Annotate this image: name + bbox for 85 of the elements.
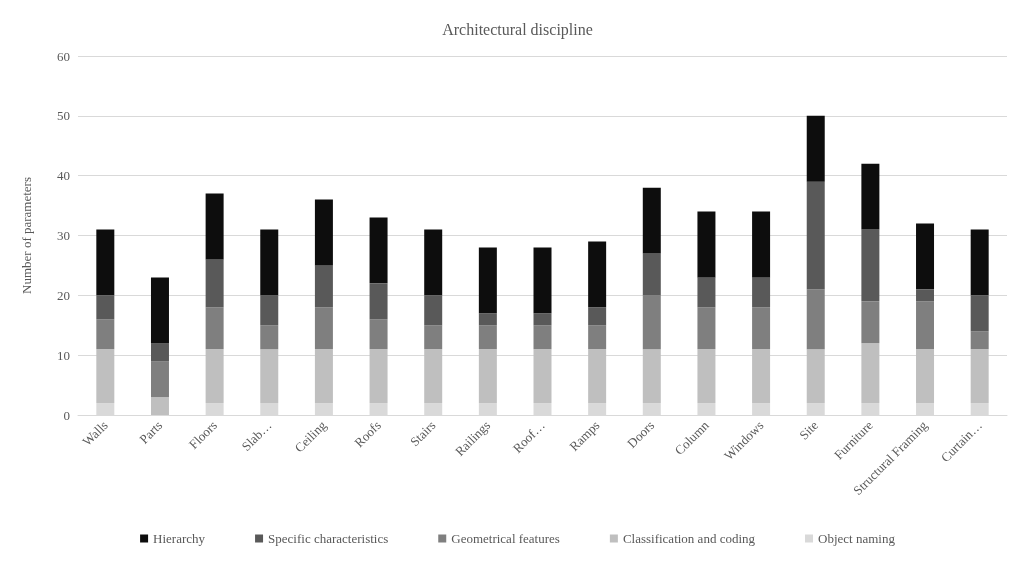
bar — [478, 247, 497, 314]
bar — [970, 331, 989, 350]
bar — [533, 325, 552, 350]
bar — [806, 181, 825, 290]
bar — [424, 229, 443, 296]
bar — [260, 229, 279, 296]
bar — [588, 241, 607, 308]
bar — [970, 229, 989, 296]
bar — [260, 325, 279, 350]
legend-label: Classification and coding — [622, 531, 756, 546]
bar — [642, 187, 661, 254]
y-tick-label: 0 — [63, 407, 70, 423]
bar — [916, 223, 935, 290]
bar — [478, 313, 497, 326]
bar — [697, 211, 716, 278]
bar — [96, 319, 115, 350]
bar — [642, 295, 661, 350]
bar — [424, 349, 443, 404]
y-axis-title: Number of parameters — [19, 177, 34, 294]
legend-label: Geometrical features — [451, 531, 560, 546]
bar — [861, 343, 880, 404]
bar — [970, 295, 989, 332]
bar — [752, 307, 771, 350]
bar — [424, 295, 443, 326]
bar — [150, 277, 169, 344]
bar — [697, 277, 716, 308]
bar — [752, 349, 771, 404]
bar — [205, 307, 224, 350]
bar — [260, 349, 279, 404]
bar — [642, 253, 661, 296]
bar — [96, 349, 115, 404]
bar — [205, 349, 224, 404]
bar — [533, 349, 552, 404]
bar — [806, 349, 825, 404]
bar — [697, 349, 716, 404]
bar — [96, 295, 115, 320]
bar — [752, 211, 771, 278]
bar — [533, 313, 552, 326]
bar — [861, 301, 880, 344]
bar — [916, 349, 935, 404]
y-tick-label: 20 — [57, 287, 70, 303]
bar — [806, 115, 825, 182]
bar — [260, 295, 279, 326]
bar — [916, 301, 935, 350]
x-tick-label: Parts — [136, 417, 166, 447]
y-tick-label: 30 — [57, 228, 70, 243]
y-tick-label: 10 — [57, 347, 70, 363]
bar — [916, 289, 935, 302]
bar — [150, 361, 169, 398]
bar — [205, 193, 224, 260]
bar — [588, 325, 607, 350]
bar — [96, 229, 115, 296]
y-tick-label: 50 — [57, 108, 70, 124]
bar — [806, 289, 825, 350]
y-tick-label: 60 — [57, 48, 70, 64]
bar — [314, 307, 333, 350]
bar — [861, 229, 880, 302]
bar — [970, 349, 989, 404]
bar — [369, 319, 388, 350]
bar — [478, 325, 497, 350]
bar — [588, 349, 607, 404]
chart-title: Architectural discipline — [442, 20, 593, 39]
bar — [424, 325, 443, 350]
bar — [369, 349, 388, 404]
legend-label: Specific characteristics — [268, 531, 389, 546]
bar — [697, 307, 716, 350]
legend-label: Object naming — [818, 531, 896, 546]
bar — [369, 217, 388, 284]
x-tick-label: Walls — [79, 417, 111, 449]
bar — [205, 259, 224, 308]
bar — [150, 397, 169, 415]
x-tick-label: Site — [796, 417, 822, 443]
y-tick-label: 40 — [57, 168, 70, 184]
bar — [369, 283, 388, 320]
bar — [314, 349, 333, 404]
bar — [861, 163, 880, 230]
bar — [478, 349, 497, 404]
bar — [752, 277, 771, 308]
legend-label: Hierarchy — [153, 531, 206, 546]
bar — [150, 343, 169, 362]
bar — [533, 247, 552, 314]
bar — [314, 265, 333, 308]
bar — [642, 349, 661, 404]
bar — [314, 199, 333, 266]
bar — [588, 307, 607, 326]
